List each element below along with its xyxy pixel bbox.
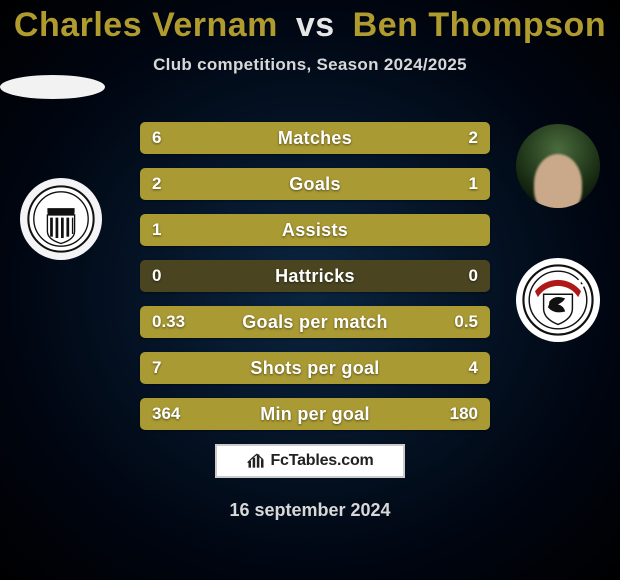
fctables-label: FcTables.com xyxy=(270,452,373,470)
stat-row-min-per-goal: 364 Min per goal 180 xyxy=(140,398,490,430)
stat-left-value: 2 xyxy=(152,174,161,194)
stat-row-hattricks: 0 Hattricks 0 xyxy=(140,260,490,292)
club-crest-icon xyxy=(27,185,95,253)
stat-label: Assists xyxy=(282,220,348,241)
bromley-fc-badge xyxy=(516,258,600,342)
stat-right-value: 0.5 xyxy=(454,312,478,332)
vs-label: vs xyxy=(296,6,335,44)
stat-left-value: 7 xyxy=(152,358,161,378)
player1-avatar xyxy=(0,75,105,99)
stat-left-value: 0.33 xyxy=(152,312,185,332)
comparison-title: Charles Vernam vs Ben Thompson xyxy=(0,0,620,45)
stat-row-goals: 2 Goals 1 xyxy=(140,168,490,200)
player1-name: Charles Vernam xyxy=(14,6,278,44)
stat-left-value: 0 xyxy=(152,266,161,286)
club-crest-icon xyxy=(522,264,594,336)
stat-right-value: 1 xyxy=(469,174,478,194)
stat-left-value: 1 xyxy=(152,220,161,240)
stats-table: 6 Matches 2 2 Goals 1 1 Assists 0 Hattri… xyxy=(140,122,490,444)
stat-row-assists: 1 Assists xyxy=(140,214,490,246)
stat-label: Goals xyxy=(289,174,341,195)
subtitle: Club competitions, Season 2024/2025 xyxy=(0,55,620,75)
stat-left-value: 6 xyxy=(152,128,161,148)
stat-label: Min per goal xyxy=(260,404,370,425)
fctables-logo[interactable]: FcTables.com xyxy=(215,444,405,478)
bar-chart-icon xyxy=(246,451,266,471)
stat-right-value: 0 xyxy=(469,266,478,286)
stat-row-matches: 6 Matches 2 xyxy=(140,122,490,154)
grimsby-town-badge xyxy=(20,178,102,260)
stat-label: Goals per match xyxy=(242,312,388,333)
date-label: 16 september 2024 xyxy=(229,500,390,521)
stat-label: Shots per goal xyxy=(250,358,379,379)
stat-label: Hattricks xyxy=(275,266,355,287)
stat-right-value: 2 xyxy=(469,128,478,148)
stat-right-value: 4 xyxy=(469,358,478,378)
stat-right-value: 180 xyxy=(450,404,478,424)
player2-name: Ben Thompson xyxy=(353,6,606,44)
stat-row-goals-per-match: 0.33 Goals per match 0.5 xyxy=(140,306,490,338)
stat-left-value: 364 xyxy=(152,404,180,424)
stat-label: Matches xyxy=(278,128,352,149)
player2-avatar xyxy=(516,124,600,208)
stat-row-shots-per-goal: 7 Shots per goal 4 xyxy=(140,352,490,384)
